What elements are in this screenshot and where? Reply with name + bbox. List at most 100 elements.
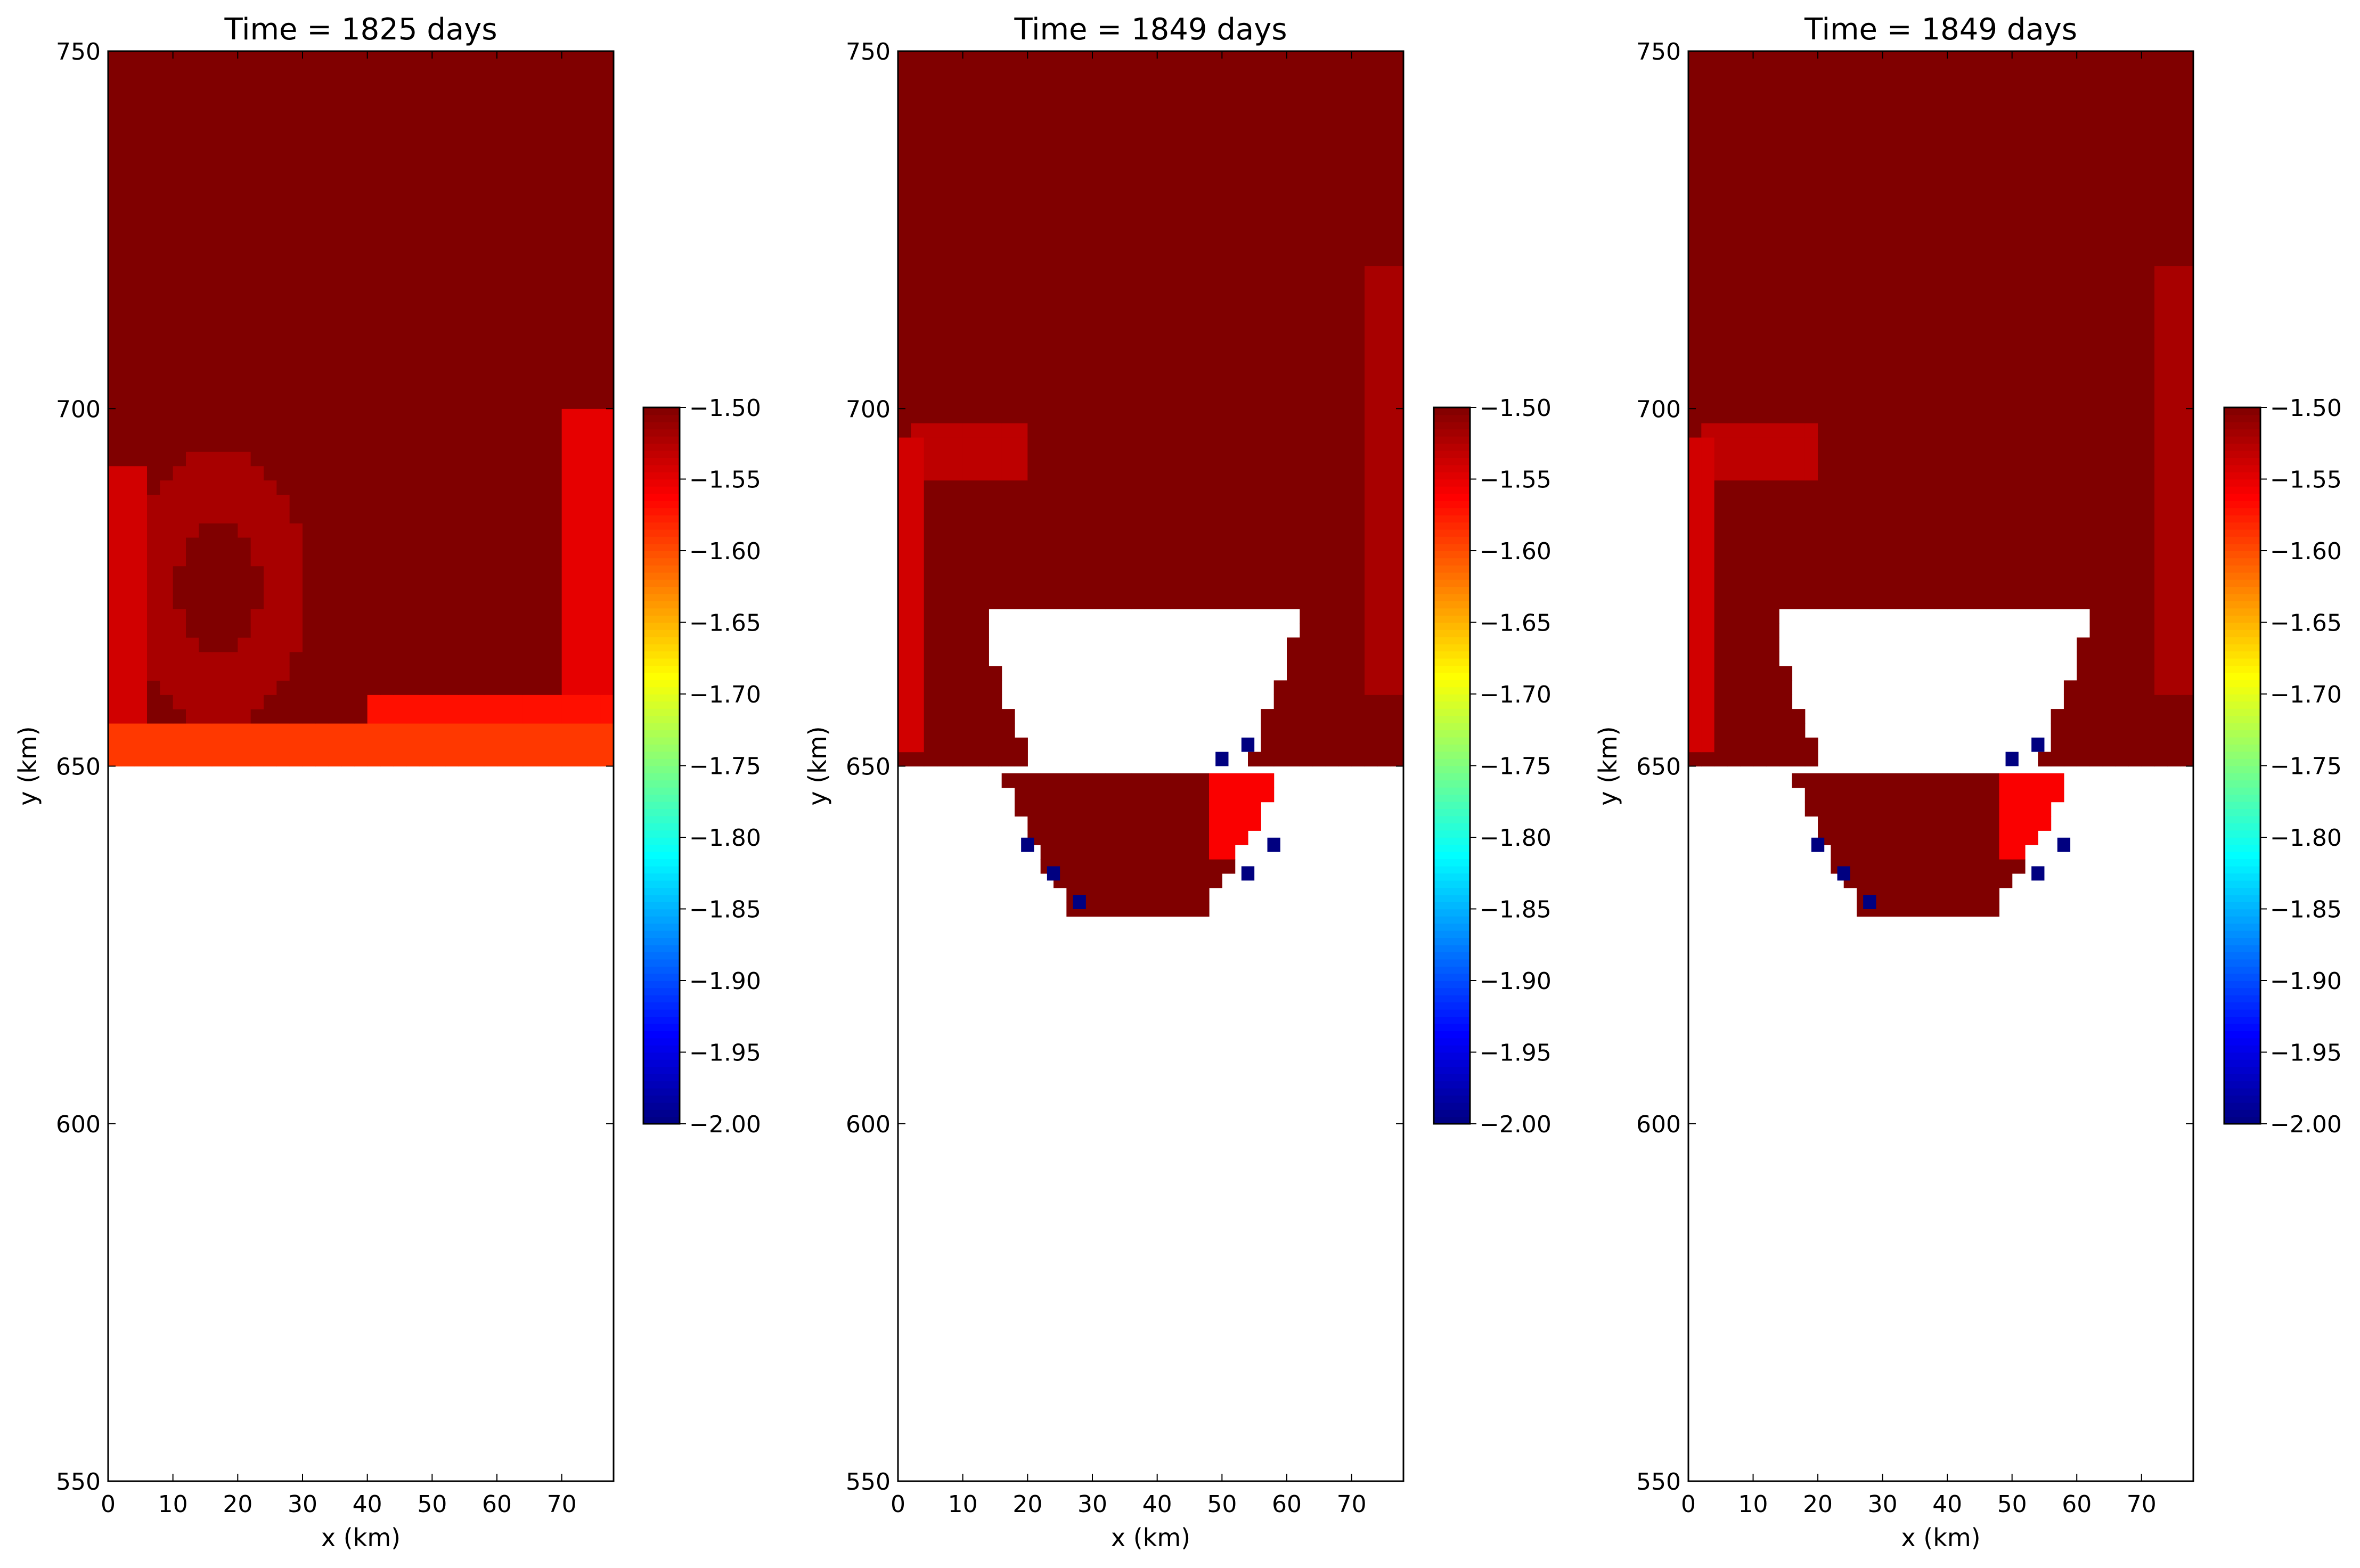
heatmap-cell [2063,566,2077,581]
heatmap-cell [303,666,316,681]
heatmap-cell [1092,887,1106,903]
heatmap-cell [1040,773,1054,788]
heatmap-cell [976,108,989,123]
heatmap-cell [1209,179,1222,195]
heatmap-cell [1054,480,1067,495]
heatmap-cell [121,723,135,738]
heatmap-cell [2167,380,2181,395]
heatmap-cell [561,251,575,266]
heatmap-cell [250,251,264,266]
heatmap-cell [976,351,989,366]
heatmap-cell [1701,609,1715,624]
heatmap-cell [186,337,199,352]
heatmap-cell [328,651,342,667]
heatmap-cell [1287,737,1300,753]
heatmap-cell [600,466,614,481]
heatmap-cell [250,551,264,567]
heatmap-cell [536,695,549,709]
heatmap-cell [341,208,355,223]
heatmap-cell [1157,802,1171,817]
colorbar-segment [1434,1088,1470,1096]
heatmap-cell [1869,551,1883,567]
heatmap-cell [561,165,575,181]
heatmap-cell [962,265,976,281]
heatmap-cell [1312,351,1326,366]
heatmap-cell [315,494,329,509]
heatmap-cell [147,666,160,681]
heatmap-cell [1338,466,1352,481]
heatmap-cell [549,394,562,409]
heatmap-cell [1688,494,1702,509]
heatmap-cell [1351,194,1365,209]
heatmap-cell [1973,580,1987,595]
heatmap-cell [1273,137,1287,152]
colorbar-segment [643,1023,680,1031]
heatmap-cell [1287,208,1300,223]
colorbar-segment [1434,823,1470,831]
heatmap-cell [1766,437,1779,452]
heatmap-cell [147,165,160,181]
heatmap-cell [976,466,989,481]
heatmap-cell [549,637,562,652]
heatmap-cell [1248,523,1261,538]
colorbar-segment [643,1059,680,1067]
heatmap-cell [289,51,303,66]
heatmap-cell [549,294,562,309]
heatmap-cell [1365,480,1378,495]
heatmap-cell [1209,394,1222,409]
colorbar-segment [1434,680,1470,688]
heatmap-cell [1326,151,1339,166]
heatmap-cell [445,223,459,238]
heatmap-cell [522,752,536,767]
colorbar-segment [1434,916,1470,924]
heatmap-cell [419,65,432,80]
heatmap-cell [2180,709,2194,724]
heatmap-cell [1183,859,1197,874]
heatmap-cell [911,294,925,309]
heatmap-cell [2102,594,2116,609]
heatmap-cell [1157,65,1171,80]
heatmap-cell [1183,451,1197,467]
heatmap-cell [1131,494,1145,509]
heatmap-cell [1157,294,1171,309]
heatmap-cell [1157,323,1171,338]
heatmap-cell [1054,787,1067,803]
heatmap-cell [1365,351,1378,366]
heatmap-cell [1390,365,1404,381]
heatmap-cell [1183,65,1197,80]
heatmap-cell [1714,580,1728,595]
heatmap-cell [924,380,937,395]
colorbar-segment [1434,715,1470,723]
heatmap-cell [432,294,446,309]
heatmap-cell [1157,208,1171,223]
heatmap-cell [2089,551,2103,567]
heatmap-cell [1869,409,1883,423]
heatmap-cell [1377,365,1391,381]
colorbar-segment [1434,651,1470,659]
heatmap-cell [147,609,160,624]
heatmap-cell [1818,480,1831,495]
heatmap-cell [134,294,148,309]
heatmap-cell [1947,594,1961,609]
heatmap-cell [1287,523,1300,538]
heatmap-cell [1105,51,1119,66]
heatmap-cell [522,151,536,166]
heatmap-cell [2180,409,2194,423]
heatmap-cell [510,437,524,452]
colorbar-tick-label: −2.00 [689,1111,761,1138]
heatmap-cell [238,651,251,667]
heatmap-cell [1054,537,1067,552]
heatmap-cell [225,123,238,137]
heatmap-cell [1973,594,1987,609]
heatmap-cell [445,323,459,338]
heatmap-cell [225,637,238,652]
heatmap-cell [1365,123,1378,137]
heatmap-cell [121,394,135,409]
heatmap-cell [1235,394,1248,409]
heatmap-cell [575,752,588,767]
heatmap-cell [354,94,368,109]
heatmap-cell [484,651,497,667]
heatmap-cell [1338,623,1352,638]
heatmap-cell [1701,509,1715,524]
heatmap-cell [458,394,471,409]
